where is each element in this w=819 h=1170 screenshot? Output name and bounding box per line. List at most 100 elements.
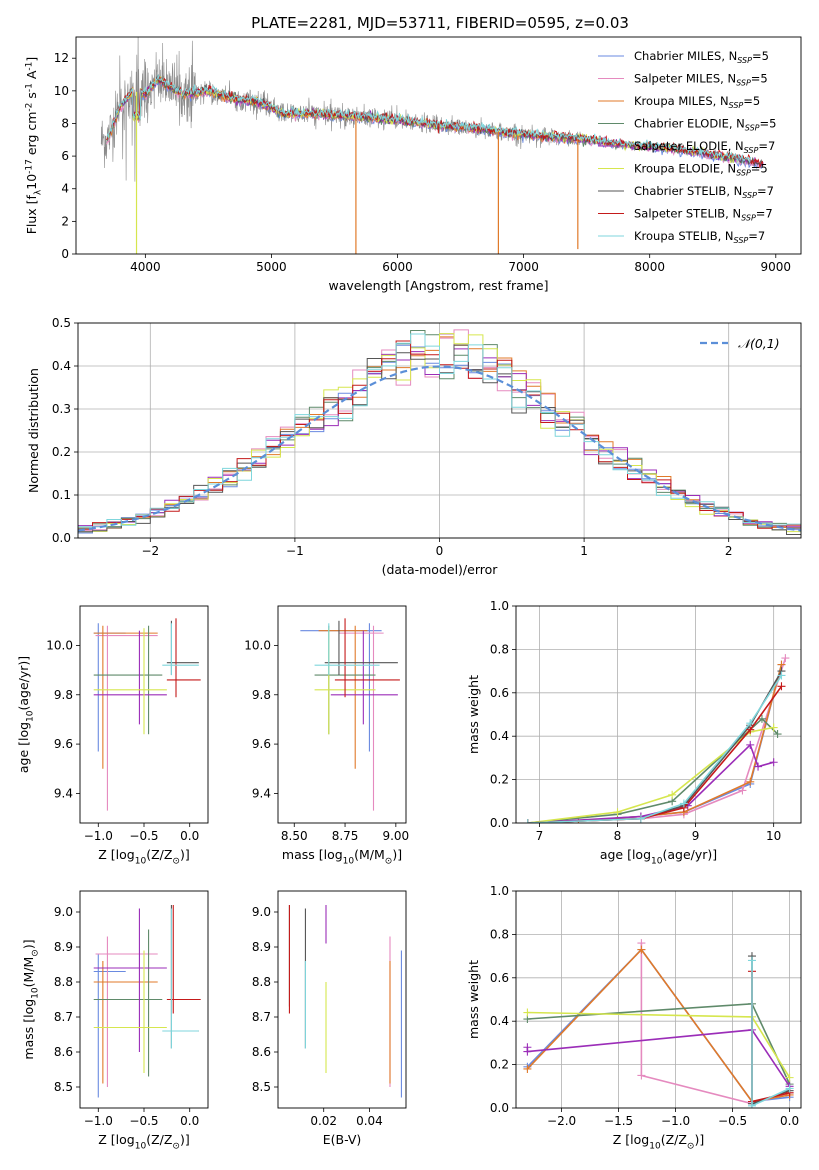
y-tick-label: 10.0 bbox=[244, 638, 271, 652]
x-tick-label: 8.75 bbox=[332, 829, 359, 843]
legend-entry: Kroupa MILES, NSSP=5 bbox=[634, 94, 760, 110]
data-point-marker bbox=[769, 758, 778, 767]
y-axis-label: Flux [fλ10-17 erg cm-2 s-1 A-1] bbox=[24, 57, 43, 235]
data-point-marker bbox=[738, 786, 747, 795]
x-tick-label: −1.0 bbox=[84, 1114, 113, 1128]
y-tick-label: 8.5 bbox=[54, 1080, 73, 1094]
y-tick-label: 0.2 bbox=[52, 445, 71, 459]
data-point-marker bbox=[777, 682, 786, 691]
y-tick-label: 0.1 bbox=[52, 488, 71, 502]
y-tick-label: 0.5 bbox=[52, 316, 71, 330]
data-point-marker bbox=[523, 819, 532, 823]
y-tick-label: 9.6 bbox=[252, 737, 271, 751]
legend-entry: Salpeter STELIB, NSSP=7 bbox=[634, 207, 773, 223]
data-point-marker bbox=[785, 1084, 794, 1093]
legend-entry: Chabrier MILES, NSSP=5 bbox=[634, 49, 769, 65]
mass_vs_ebv-axes: 0.02 0.04 8.5 8.6 8.7 8.8 8.9 9.0 bbox=[252, 890, 407, 1128]
age_vs_Z-plot-area bbox=[93, 618, 201, 811]
data-point-marker bbox=[747, 956, 756, 965]
y-tick-label: 0.2 bbox=[490, 773, 509, 787]
mass-weight-line-chabrier-stelib bbox=[751, 956, 790, 1105]
x-tick-label: 8.50 bbox=[281, 829, 308, 843]
y-tick-label: 0.4 bbox=[490, 729, 509, 743]
normal-reference-curve bbox=[78, 365, 801, 532]
x-tick-label: −2 bbox=[141, 544, 159, 558]
data-point-marker bbox=[754, 762, 763, 771]
y-tick-label: 8.8 bbox=[252, 975, 271, 989]
y-tick-label: 0.2 bbox=[490, 1058, 509, 1072]
axes-frame bbox=[79, 605, 209, 824]
y-tick-label: 12 bbox=[54, 51, 69, 65]
y-tick-label: 8.8 bbox=[54, 975, 73, 989]
data-point-marker bbox=[523, 1064, 532, 1073]
y-tick-label: 8.9 bbox=[252, 940, 271, 954]
x-tick-label: −0.5 bbox=[129, 829, 158, 843]
mass_weight_vs_Z-plot-area bbox=[523, 939, 794, 1108]
age_vs_mass-plot-area bbox=[300, 618, 400, 811]
data-point-marker bbox=[773, 730, 782, 739]
y-tick-label: 8.7 bbox=[252, 1010, 271, 1024]
y-tick-label: 0.4 bbox=[490, 1014, 509, 1028]
y-tick-label: 0.6 bbox=[490, 686, 509, 700]
y-tick-label: 8.6 bbox=[252, 1045, 271, 1059]
observed-spectrum bbox=[100, 37, 581, 182]
residual_histogram-plot-area bbox=[78, 329, 801, 535]
y-axis-label: mass [log10(M/M⊙)] bbox=[21, 939, 40, 1059]
model-spectrum-kroupa-stelib bbox=[107, 74, 752, 164]
y-tick-label: 9.8 bbox=[252, 688, 271, 702]
x-tick-label: 0.04 bbox=[356, 1114, 383, 1128]
data-point-marker bbox=[746, 719, 755, 728]
y-tick-label: 0.6 bbox=[490, 971, 509, 985]
x-axis-label: Z [log10(Z/Z⊙)] bbox=[98, 1132, 189, 1151]
y-tick-label: 2 bbox=[61, 214, 69, 228]
x-tick-label: 6000 bbox=[382, 260, 413, 274]
mass_weight_vs_age-plot-area bbox=[523, 654, 790, 823]
mass_vs_ebv-plot-area bbox=[288, 905, 402, 1098]
axes-frame bbox=[277, 605, 407, 824]
mass-weight-line-chabrier-miles bbox=[527, 664, 783, 823]
y-tick-label: 8.9 bbox=[54, 940, 73, 954]
y-tick-label: 10.0 bbox=[46, 638, 73, 652]
y-axis-label: Normed distribution bbox=[26, 368, 41, 493]
y-tick-label: 8.6 bbox=[54, 1045, 73, 1059]
y-tick-label: 0.0 bbox=[490, 1101, 509, 1115]
data-point-marker bbox=[785, 1073, 794, 1082]
data-point-marker bbox=[747, 1101, 756, 1108]
y-tick-label: 10 bbox=[54, 84, 69, 98]
mass_vs_Z-plot-area bbox=[93, 905, 201, 1098]
x-tick-label: 7 bbox=[536, 829, 544, 843]
mass_weight_vs_Z-axes: −2.0 −1.5 −1.0 −0.5 0.0 0.0 0.2 0.4 0.6 0.8 1.0 bbox=[490, 884, 802, 1128]
axes-frame bbox=[77, 322, 802, 539]
y-tick-label: 6 bbox=[61, 149, 69, 163]
x-tick-label: 0.0 bbox=[180, 829, 199, 843]
x-tick-label: 0.0 bbox=[180, 1114, 199, 1128]
axes-frame bbox=[515, 605, 802, 824]
y-tick-label: 0.0 bbox=[490, 816, 509, 830]
data-point-marker bbox=[523, 1008, 532, 1017]
data-point-marker bbox=[637, 1071, 646, 1080]
y-tick-label: 0.3 bbox=[52, 402, 71, 416]
data-point-marker bbox=[746, 777, 755, 786]
mass-weight-line-kroupa-miles bbox=[526, 948, 790, 1103]
x-tick-label: −1.5 bbox=[604, 1114, 633, 1128]
x-axis-label: Z [log10(Z/Z⊙)] bbox=[98, 847, 189, 866]
x-tick-label: 10 bbox=[766, 829, 781, 843]
x-tick-label: 4000 bbox=[130, 260, 161, 274]
data-point-marker bbox=[769, 723, 778, 732]
histogram-kroupa-stelib bbox=[78, 333, 801, 528]
x-tick-label: 5000 bbox=[256, 260, 287, 274]
x-tick-label: 9.00 bbox=[382, 829, 409, 843]
data-point-marker bbox=[781, 654, 790, 663]
y-tick-label: 0.4 bbox=[52, 359, 71, 373]
mass-weight-line-kroupa-miles bbox=[527, 664, 783, 823]
residual_histogram-axes: −2 −1 0 1 2 0.0 0.1 0.2 0.3 0.4 0.5 𝒩(0,1) bbox=[52, 316, 802, 558]
axes-frame bbox=[75, 36, 802, 255]
data-point-marker bbox=[777, 671, 786, 680]
x-tick-label: −1.0 bbox=[661, 1114, 690, 1128]
y-tick-label: 0.8 bbox=[490, 642, 509, 656]
legend-entry: 𝒩(0,1) bbox=[738, 336, 780, 351]
mass-weight-line-salpeter-stelib bbox=[527, 685, 783, 823]
x-axis-label: age [log10(age/yr)] bbox=[600, 847, 717, 866]
y-tick-label: 0 bbox=[61, 247, 69, 261]
mass-weight-line-kroupa-stelib bbox=[751, 960, 790, 1108]
